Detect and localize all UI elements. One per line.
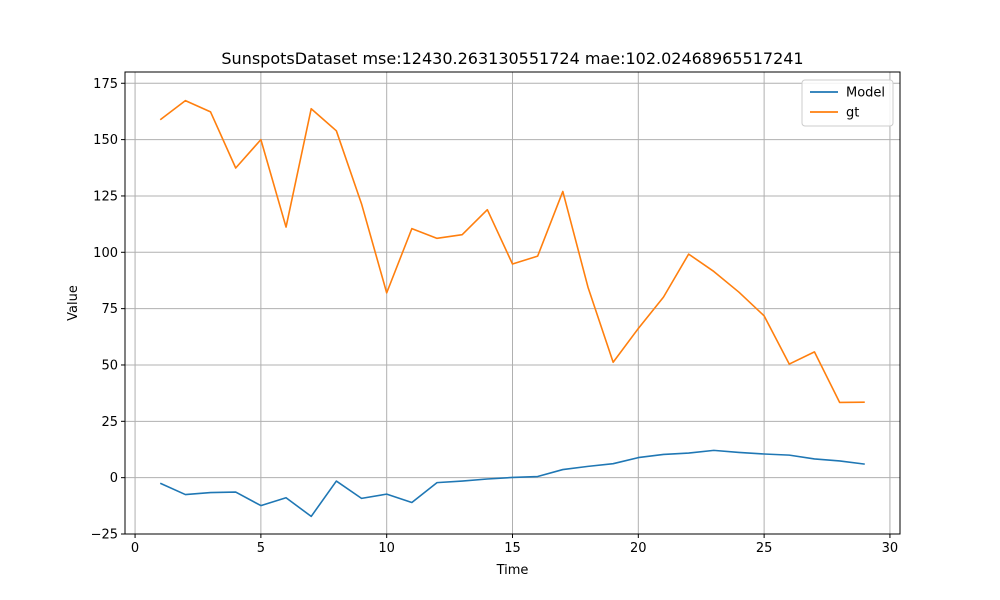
chart-title: SunspotsDataset mse:12430.263130551724 m…	[221, 49, 803, 68]
y-tick-label: −25	[91, 528, 118, 543]
y-tick-label: 50	[101, 358, 118, 373]
x-tick-label: 15	[504, 541, 521, 556]
y-tick-label: 25	[101, 415, 118, 430]
y-tick-label: 175	[93, 77, 118, 92]
x-tick-label: 20	[630, 541, 647, 556]
legend-label: Model	[846, 86, 885, 101]
axis-ticks: 0 5 10 15 20 25 30 −25 0 25 50 75 100 125 150 175	[91, 77, 899, 556]
x-tick-label: 25	[756, 541, 773, 556]
y-tick-label: 125	[93, 189, 118, 204]
y-tick-label: 0	[110, 471, 118, 486]
x-tick-label: 0	[131, 541, 139, 556]
y-tick-label: 75	[101, 302, 118, 317]
legend-label: gt	[846, 106, 859, 121]
series-line-gt	[159, 99, 865, 404]
y-axis-label: Value	[66, 285, 81, 321]
x-axis-label: Time	[496, 563, 529, 578]
x-tick-label: 30	[882, 541, 899, 556]
x-tick-label: 5	[257, 541, 265, 556]
series-lines	[159, 99, 865, 518]
x-tick-label: 10	[378, 541, 395, 556]
series-line-model	[159, 449, 865, 518]
y-tick-label: 150	[93, 133, 118, 148]
y-tick-label: 100	[93, 246, 118, 261]
legend: Model gt	[801, 79, 894, 127]
